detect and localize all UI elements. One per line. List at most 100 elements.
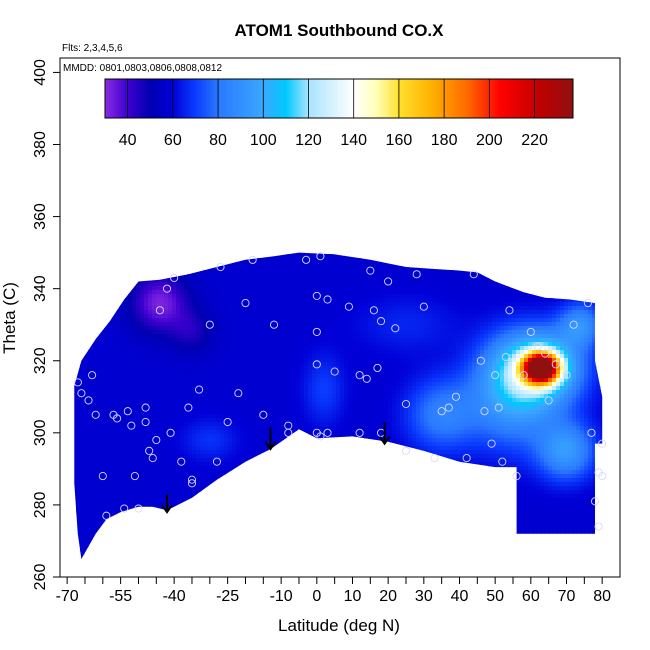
- field-cell: [136, 346, 141, 351]
- field-cell: [308, 266, 313, 271]
- field-cell: [68, 474, 73, 479]
- field-cell: [284, 342, 289, 347]
- field-cell: [304, 322, 309, 327]
- field-cell: [196, 398, 201, 403]
- field-cell: [160, 254, 165, 259]
- field-cell: [296, 246, 301, 251]
- field-cell: [308, 470, 313, 475]
- field-cell: [136, 366, 141, 371]
- field-cell: [204, 558, 209, 559]
- field-cell: [260, 450, 265, 455]
- field-cell: [264, 374, 269, 379]
- field-cell: [296, 550, 301, 555]
- field-cell: [192, 258, 197, 263]
- field-cell: [112, 438, 117, 443]
- field-cell: [292, 386, 297, 391]
- field-cell: [144, 510, 149, 515]
- field-cell: [84, 530, 89, 535]
- field-cell: [300, 546, 305, 551]
- field-cell: [120, 318, 125, 323]
- field-cell: [84, 446, 89, 451]
- field-cell: [284, 358, 289, 363]
- field-cell: [244, 422, 249, 427]
- field-cell: [76, 522, 81, 527]
- field-cell: [288, 290, 293, 295]
- field-cell: [192, 342, 197, 347]
- field-cell: [160, 430, 165, 435]
- field-cell: [312, 442, 317, 447]
- field-cell: [136, 362, 141, 367]
- field-cell: [120, 274, 125, 279]
- field-cell: [120, 314, 125, 319]
- field-cell: [244, 246, 249, 251]
- field-cell: [260, 482, 265, 487]
- field-cell: [204, 518, 209, 523]
- field-cell: [160, 246, 165, 251]
- field-cell: [156, 362, 161, 367]
- field-cell: [108, 542, 113, 547]
- field-cell: [180, 358, 185, 363]
- field-cell: [160, 482, 165, 487]
- field-cell: [212, 334, 217, 339]
- field-cell: [284, 286, 289, 291]
- field-cell: [240, 282, 245, 287]
- field-cell: [116, 322, 121, 327]
- field-cell: [116, 346, 121, 351]
- field-cell: [148, 458, 153, 463]
- field-cell: [176, 406, 181, 411]
- field-cell: [204, 482, 209, 487]
- field-cell: [308, 246, 313, 251]
- field-cell: [196, 298, 201, 303]
- field-cell: [74, 434, 77, 439]
- field-cell: [108, 350, 113, 355]
- field-cell: [108, 366, 113, 371]
- field-cell: [308, 358, 313, 363]
- field-cell: [304, 282, 309, 287]
- field-cell: [68, 258, 73, 263]
- field-cell: [164, 490, 169, 495]
- field-cell: [224, 378, 229, 383]
- field-cell: [184, 346, 189, 351]
- field-cell: [288, 478, 293, 483]
- field-cell: [156, 310, 161, 315]
- field-cell: [136, 298, 141, 303]
- field-cell: [208, 458, 213, 463]
- field-cell: [148, 546, 153, 551]
- field-cell: [240, 358, 245, 363]
- field-cell: [192, 394, 197, 399]
- field-cell: [216, 318, 221, 323]
- field-cell: [176, 558, 181, 559]
- field-cell: [272, 506, 277, 511]
- field-cell: [304, 306, 309, 311]
- field-cell: [232, 362, 237, 367]
- field-cell: [288, 554, 293, 559]
- field-cell: [256, 498, 261, 503]
- field-cell: [276, 438, 281, 443]
- field-cell: [232, 374, 237, 379]
- field-cell: [244, 450, 249, 455]
- field-cell: [88, 534, 93, 539]
- field-cell: [168, 342, 173, 347]
- field-cell: [300, 390, 305, 395]
- field-cell: [264, 546, 269, 551]
- field-cell: [296, 298, 301, 303]
- field-cell: [80, 402, 85, 407]
- field-cell: [76, 306, 81, 311]
- field-cell: [200, 526, 205, 531]
- field-cell: [132, 430, 137, 435]
- field-cell: [276, 326, 281, 331]
- field-cell: [296, 274, 301, 279]
- field-cell: [204, 414, 209, 419]
- field-cell: [300, 502, 305, 507]
- field-cell: [176, 366, 181, 371]
- field-cell: [260, 362, 265, 367]
- field-cell: [264, 510, 269, 515]
- field-cell: [260, 294, 265, 299]
- field-cell: [156, 474, 161, 479]
- field-cell: [92, 342, 97, 347]
- field-cell: [308, 334, 313, 339]
- field-cell: [196, 326, 201, 331]
- field-cell: [300, 434, 305, 439]
- field-cell: [244, 358, 249, 363]
- field-cell: [244, 558, 249, 559]
